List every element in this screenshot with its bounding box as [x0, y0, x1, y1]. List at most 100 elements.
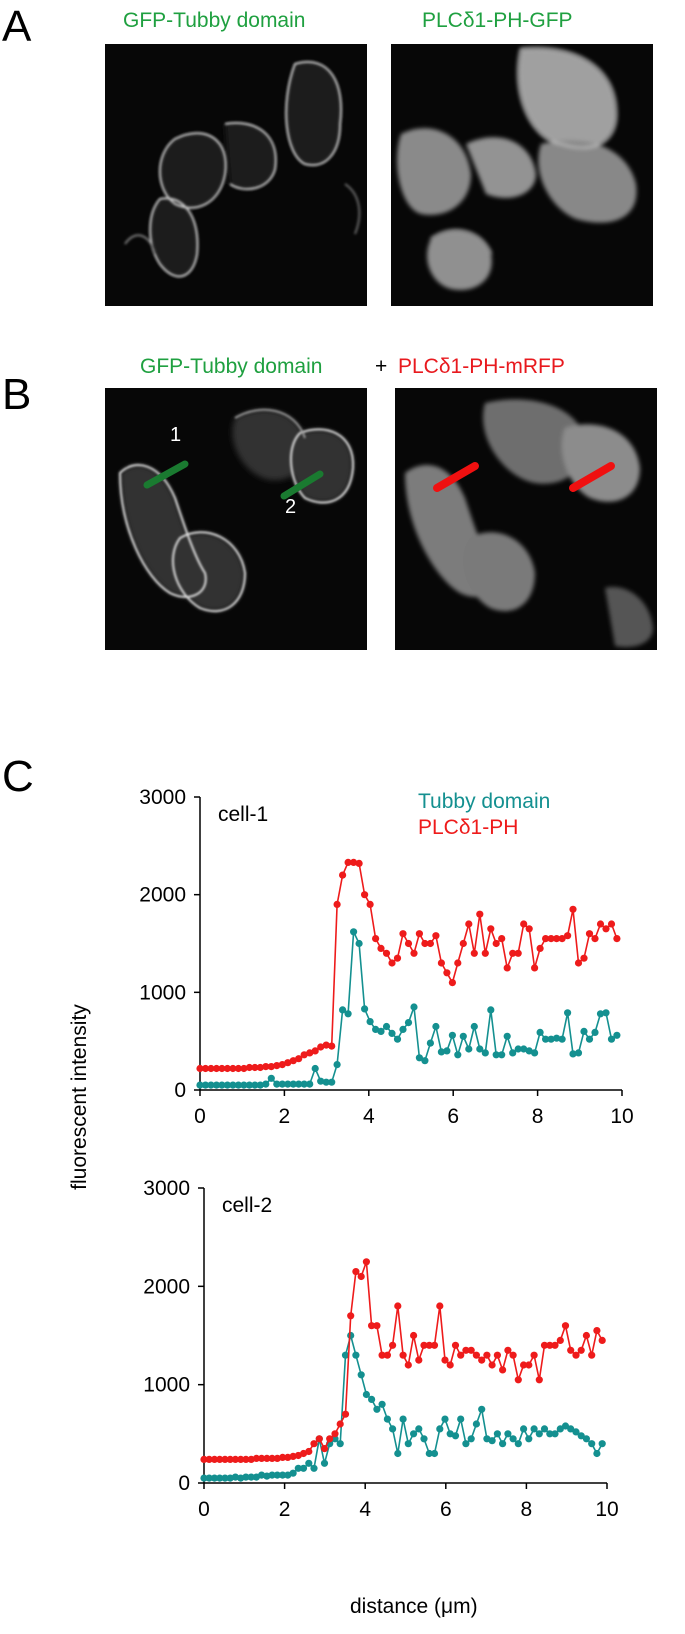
data-point-tubby	[377, 1027, 385, 1035]
data-point-plc	[504, 1346, 512, 1354]
legend-tubby: Tubby domain	[418, 790, 550, 813]
data-point-plc	[336, 1420, 344, 1428]
data-point-tubby	[591, 1028, 599, 1036]
data-point-plc	[437, 959, 445, 967]
data-point-plc	[593, 1327, 601, 1335]
data-point-tubby	[498, 1051, 506, 1059]
data-point-plc	[540, 1341, 549, 1349]
data-point-tubby	[311, 1064, 319, 1073]
data-point-plc	[393, 954, 402, 962]
x-tick-label: 0	[198, 1498, 210, 1520]
data-point-tubby	[268, 1471, 276, 1479]
data-point-tubby	[567, 1425, 575, 1433]
data-point-tubby	[320, 1459, 329, 1467]
data-point-plc	[322, 1041, 330, 1049]
data-point-tubby	[389, 1425, 397, 1433]
data-point-tubby	[256, 1081, 264, 1089]
data-point-tubby	[336, 1440, 344, 1448]
data-point-plc	[492, 939, 500, 948]
data-point-plc	[389, 1341, 397, 1349]
data-point-plc	[352, 1268, 360, 1276]
data-point-tubby	[536, 1028, 544, 1036]
series-line-tubby	[200, 928, 618, 1086]
data-point-plc	[252, 1454, 260, 1462]
marker-label-2: 2	[285, 496, 297, 518]
data-point-tubby	[383, 1415, 391, 1423]
data-point-tubby	[462, 1440, 470, 1448]
data-point-plc	[262, 1063, 270, 1071]
data-point-tubby	[415, 1425, 423, 1433]
data-point-plc	[436, 1302, 444, 1310]
data-point-plc	[388, 959, 396, 967]
data-point-tubby	[394, 1449, 402, 1458]
data-point-plc	[487, 925, 495, 933]
data-point-plc	[326, 1435, 334, 1443]
data-point-plc	[561, 1322, 570, 1330]
data-point-tubby	[564, 1009, 572, 1017]
data-point-plc	[509, 1351, 517, 1359]
data-point-tubby	[547, 1035, 555, 1043]
data-point-plc	[472, 1351, 480, 1359]
data-point-tubby	[514, 1045, 522, 1053]
panel-letter-a: A	[2, 2, 32, 51]
data-point-plc	[212, 1064, 221, 1073]
data-point-tubby	[596, 1010, 605, 1018]
data-point-plc	[344, 858, 352, 866]
panel-letter-b: B	[2, 370, 32, 419]
data-point-plc	[542, 935, 550, 943]
data-point-plc	[415, 1356, 423, 1364]
data-point-tubby	[328, 1078, 336, 1086]
data-point-tubby	[372, 1025, 380, 1033]
data-point-tubby	[525, 1435, 533, 1443]
legend-plc: PLCδ1-PH	[418, 816, 518, 839]
data-point-plc	[483, 1351, 491, 1359]
data-point-plc	[341, 1410, 350, 1418]
data-point-tubby	[582, 1435, 591, 1443]
data-point-plc	[564, 932, 572, 940]
data-point-plc	[520, 920, 528, 928]
data-point-tubby	[441, 1415, 449, 1423]
data-point-plc	[596, 920, 605, 928]
data-point-plc	[551, 1341, 559, 1349]
data-point-plc	[426, 939, 434, 948]
data-point-tubby	[542, 1035, 550, 1043]
data-point-plc	[481, 949, 489, 957]
data-point-tubby	[504, 1430, 512, 1438]
data-point-tubby	[361, 1005, 369, 1013]
data-point-tubby	[509, 1049, 517, 1057]
micrograph-plc-b	[395, 388, 657, 650]
data-point-tubby	[388, 1029, 396, 1037]
data-point-tubby	[540, 1425, 549, 1433]
data-point-tubby	[467, 1435, 475, 1443]
x-tick-label: 10	[595, 1498, 618, 1520]
data-point-tubby	[352, 1351, 360, 1359]
data-point-tubby	[247, 1473, 255, 1481]
data-point-tubby	[393, 1035, 402, 1043]
data-point-plc	[410, 1331, 418, 1340]
data-point-plc	[315, 1435, 323, 1443]
data-point-plc	[289, 1057, 297, 1065]
data-point-plc	[567, 1346, 575, 1354]
data-point-tubby	[531, 1049, 539, 1057]
data-point-plc	[218, 1064, 226, 1073]
data-point-tubby	[242, 1473, 250, 1481]
data-point-tubby	[404, 1440, 412, 1448]
data-point-plc	[553, 935, 561, 943]
data-point-tubby	[229, 1081, 237, 1089]
line-marker-1-red	[433, 462, 479, 492]
x-tick-label: 8	[521, 1498, 533, 1520]
data-point-tubby	[344, 1010, 352, 1018]
data-point-tubby	[378, 1400, 386, 1408]
data-point-tubby	[574, 1049, 583, 1057]
chart-cell-2: 0 1000 2000 3000 0 2 4 6 8 10 cell-2	[0, 1160, 685, 1521]
data-point-tubby	[223, 1081, 231, 1089]
data-point-plc	[240, 1064, 248, 1073]
data-point-tubby	[607, 1035, 616, 1043]
data-point-plc	[361, 891, 369, 899]
data-point-tubby	[436, 1425, 444, 1433]
data-point-tubby	[404, 1019, 413, 1027]
data-point-plc	[598, 1336, 606, 1344]
data-point-plc	[493, 1351, 501, 1359]
data-point-tubby	[355, 939, 363, 948]
data-point-plc	[547, 935, 555, 943]
